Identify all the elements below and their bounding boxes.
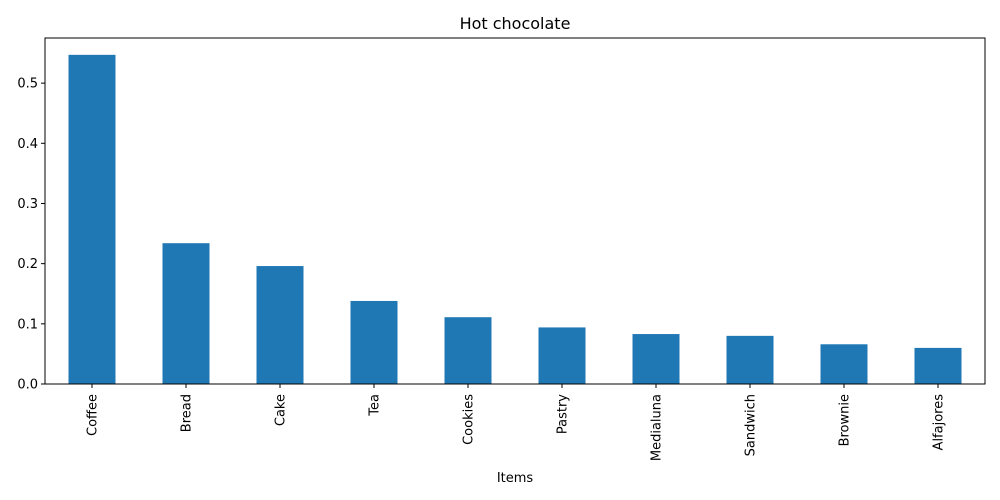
y-tick-label: 0.2 — [17, 257, 38, 272]
bar-medialuna — [632, 334, 680, 384]
bar-sandwich — [726, 335, 774, 384]
y-axis-ticks: 0.0 0.1 0.2 0.3 0.4 0.5 — [17, 77, 45, 393]
x-tick-label: Pastry — [556, 394, 571, 434]
chart-title: Hot chocolate — [460, 14, 571, 33]
y-tick-label: 0.5 — [17, 77, 38, 92]
bar-alfajores — [914, 347, 962, 384]
bar-coffee — [68, 54, 116, 384]
x-axis-ticks: Coffee Bread Cake Tea Cookies Pastry Medialuna… — [86, 384, 947, 461]
y-tick-label: 0.1 — [17, 317, 38, 332]
bar-cookies — [444, 317, 492, 384]
bar-pastry — [538, 327, 586, 384]
x-tick-label: Tea — [368, 394, 383, 417]
bar-cake — [256, 266, 304, 384]
bar-tea — [350, 300, 398, 384]
x-tick-label: Alfajores — [932, 394, 947, 451]
y-tick-label: 0.0 — [17, 378, 38, 393]
y-tick-label: 0.3 — [17, 197, 38, 212]
y-tick-label: 0.4 — [17, 137, 38, 152]
x-tick-label: Medialuna — [650, 394, 665, 461]
plot-frame — [44, 37, 986, 385]
bar-brownie — [820, 344, 868, 384]
x-axis-label: Items — [497, 471, 534, 486]
x-tick-label: Cookies — [462, 394, 477, 445]
x-tick-label: Brownie — [838, 394, 853, 446]
bars-group — [68, 54, 962, 384]
x-tick-label: Cake — [274, 394, 289, 426]
x-tick-label: Sandwich — [744, 394, 759, 456]
x-tick-label: Bread — [180, 394, 195, 432]
bar-bread — [162, 243, 210, 384]
x-tick-label: Coffee — [86, 394, 101, 436]
